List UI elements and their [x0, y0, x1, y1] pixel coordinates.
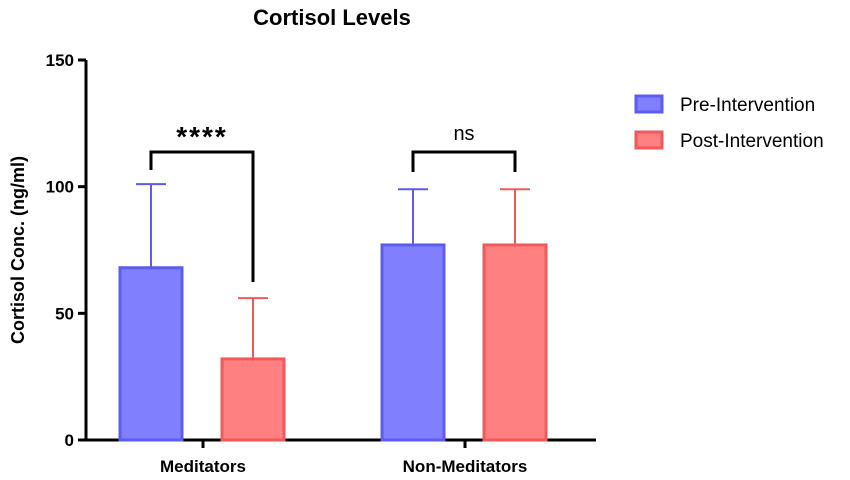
x-tick-label: Meditators: [160, 457, 246, 476]
y-tick-label: 100: [46, 178, 74, 197]
bar-pre-intervention-non-meditators: [380, 243, 446, 442]
significance-bracket: [411, 150, 517, 172]
x-tick-label: Non-Meditators: [403, 457, 528, 476]
legend-label: Pre-Intervention: [680, 95, 815, 116]
bar-post-intervention-non-meditators: [482, 243, 548, 442]
significance-label: ns: [453, 123, 474, 145]
bar-post-intervention-meditators: [220, 357, 286, 442]
legend: Pre-Intervention Post-Intervention: [634, 94, 824, 152]
legend-swatch: [634, 94, 664, 114]
legend-swatch: [634, 130, 664, 150]
bar-pre-intervention-meditators: [118, 266, 184, 442]
legend-label: Post-Intervention: [680, 131, 824, 152]
plot-area: 0 50 100 150 Meditators **** Non-Meditators ns: [46, 51, 596, 476]
significance-bracket: [149, 150, 255, 282]
y-tick-label: 150: [46, 51, 74, 70]
significance-label: ****: [176, 121, 228, 152]
chart-title: Cortisol Levels: [253, 5, 411, 30]
y-axis-label: Cortisol Conc. (ng/ml): [8, 156, 28, 344]
y-tick-label: 50: [55, 304, 74, 323]
y-tick-label: 0: [65, 431, 74, 450]
